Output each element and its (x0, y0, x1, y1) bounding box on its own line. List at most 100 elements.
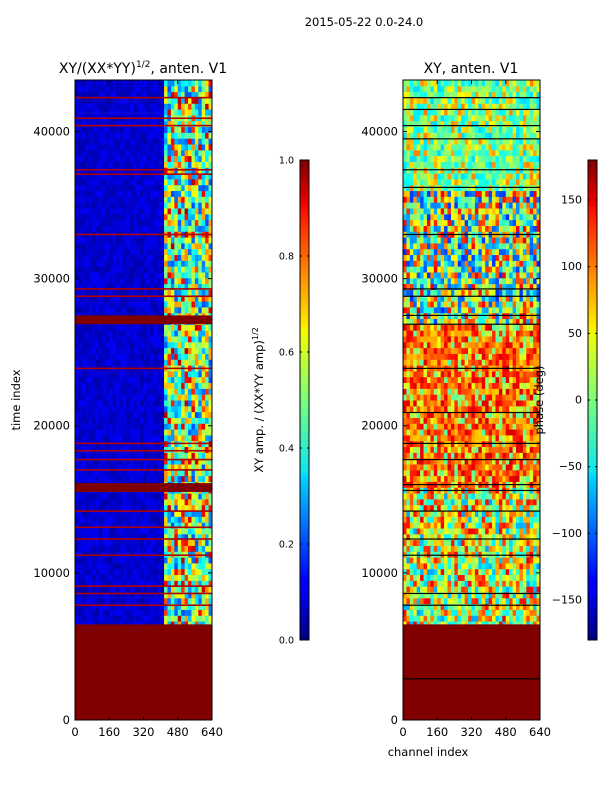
left-heatmap-cell (167, 609, 172, 616)
left-heatmap-cell (153, 597, 158, 605)
left-heatmap-cell (112, 533, 117, 541)
left-heatmap-cell (109, 597, 114, 605)
left-heatmap-cell (85, 452, 90, 459)
left-heatmap-cell (188, 528, 192, 535)
left-heatmap-cell (208, 283, 212, 290)
left-heatmap-cell (105, 260, 110, 267)
left-heatmap-cell (198, 196, 203, 203)
left-heatmap-cell (143, 353, 148, 360)
left-heatmap-cell (174, 301, 179, 308)
left-heatmap-cell (105, 306, 110, 314)
left-heatmap-cell (160, 120, 165, 128)
left-heatmap-cell (126, 516, 131, 523)
left-heatmap-cell (205, 609, 210, 616)
left-heatmap-cell (146, 609, 151, 616)
left-heatmap-cell (167, 522, 172, 529)
left-heatmap-cell (198, 429, 203, 436)
left-heatmap-cell (75, 528, 79, 535)
left-heatmap-cell (194, 283, 199, 290)
left-heatmap-cell (201, 376, 206, 384)
left-heatmap-cell (98, 277, 103, 285)
left-heatmap-cell (160, 272, 165, 279)
left-heatmap-cell (126, 562, 131, 570)
left-heatmap-cell (160, 341, 165, 349)
left-heatmap-cell (150, 341, 155, 349)
left-heatmap-cell (81, 510, 86, 517)
left-heatmap-cell (133, 347, 138, 354)
left-heatmap-cell (177, 434, 182, 442)
left-heatmap-cell (164, 266, 168, 273)
left-heatmap-cell (153, 91, 158, 98)
left-heatmap-cell (112, 359, 117, 366)
left-heatmap-cell (164, 248, 168, 256)
left-heatmap-cell (170, 85, 175, 93)
left-heatmap-cell (143, 120, 148, 128)
left-heatmap-cell (174, 359, 179, 366)
left-heatmap-cell (95, 184, 100, 192)
left-heatmap (75, 80, 212, 720)
left-ytick-label: 20000 (33, 419, 70, 433)
left-heatmap-cell (164, 109, 168, 116)
left-heatmap-cell (167, 242, 172, 250)
left-heatmap-cell (181, 132, 186, 139)
left-heatmap-cell (160, 464, 165, 471)
left-heatmap-cell (129, 120, 134, 128)
left-heatmap-cell (198, 254, 203, 261)
left-heatmap-cell (75, 225, 79, 232)
left-heatmap-cell (133, 603, 138, 610)
left-heatmap-cell (75, 562, 79, 570)
left-heatmap-cell (181, 615, 186, 622)
left-heatmap-cell (150, 242, 155, 250)
left-heatmap-cell (164, 260, 168, 267)
left-heatmap-cell (81, 266, 86, 273)
left-heatmap-cell (143, 609, 148, 616)
left-heatmap-cell (88, 347, 93, 354)
left-heatmap-cell (140, 347, 144, 354)
left-heatmap-cell (167, 370, 172, 378)
left-heatmap-cell (160, 161, 165, 168)
left-heatmap-cell (119, 388, 124, 395)
left-heatmap-cell (98, 184, 103, 192)
left-heatmap-cell (116, 370, 121, 378)
left-heatmap-cell (167, 568, 172, 576)
left-heatmap-cell (136, 562, 141, 570)
left-heatmap-cell (167, 580, 172, 587)
left-heatmap-cell (122, 539, 127, 546)
left-heatmap-cell (85, 283, 90, 290)
left-heatmap-cell (95, 434, 100, 442)
left-heatmap-cell (133, 266, 138, 273)
left-heatmap-cell (78, 213, 83, 221)
left-heatmap-cell (191, 539, 196, 546)
left-heatmap-cell (109, 295, 114, 302)
left-heatmap-cell (95, 370, 100, 378)
left-heatmap-cell (184, 603, 189, 610)
left-heatmap-cell (85, 132, 90, 139)
left-heatmap-cell (109, 429, 114, 436)
left-heatmap-cell (208, 196, 212, 203)
left-heatmap-cell (102, 400, 107, 407)
left-heatmap-cell (164, 458, 168, 465)
left-heatmap-cell (146, 388, 151, 395)
left-heatmap-cell (143, 394, 148, 401)
left-heatmap-cell (181, 254, 186, 261)
left-heatmap-cell (92, 126, 97, 133)
left-heatmap-cell (198, 475, 203, 482)
left-heatmap-cell (119, 458, 124, 465)
left-heatmap-cell (143, 161, 148, 168)
left-heatmap-cell (133, 580, 138, 587)
left-heatmap-cell (150, 295, 155, 302)
left-heatmap-cell (160, 196, 165, 203)
left-heatmap-cell (150, 528, 155, 535)
left-heatmap-cell (160, 353, 165, 360)
left-heatmap-cell (184, 225, 189, 232)
left-heatmap-cell (160, 452, 165, 459)
left-heatmap-cell (181, 324, 186, 331)
left-heatmap-cell (184, 580, 189, 587)
left-heatmap-cell (174, 615, 179, 622)
left-heatmap-cell (208, 562, 212, 570)
left-heatmap-cell (191, 120, 196, 128)
left-heatmap-cell (136, 266, 141, 273)
left-heatmap-cell (116, 91, 121, 98)
left-heatmap-cell (153, 592, 158, 599)
left-heatmap-cell (208, 458, 212, 465)
